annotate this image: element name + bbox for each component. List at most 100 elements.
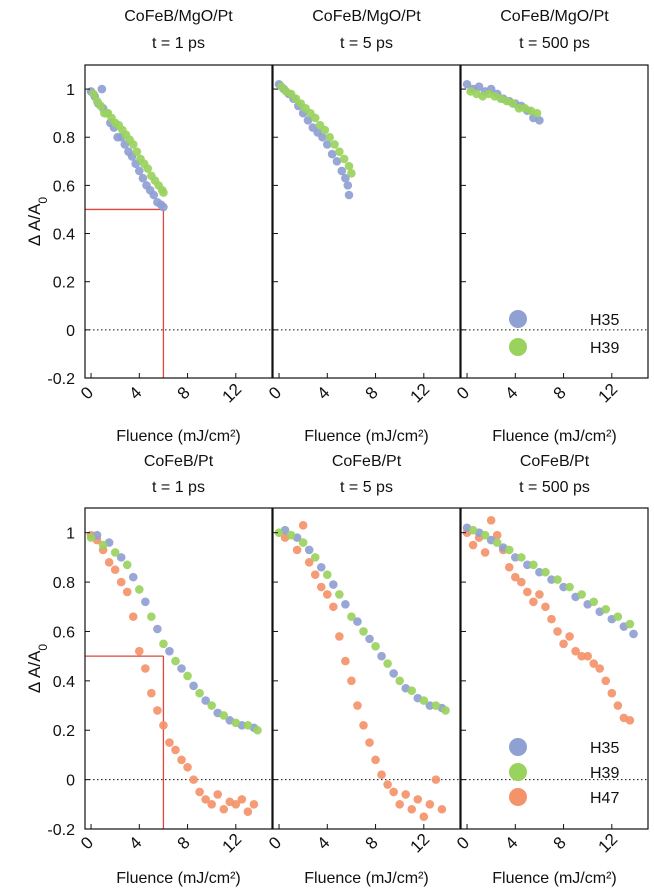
- legend-label-h47: H47: [590, 790, 619, 807]
- data-point-h47: [486, 516, 496, 525]
- data-point-h39: [419, 696, 429, 705]
- x-tick-label: 12: [407, 380, 434, 407]
- data-point-h39: [344, 161, 354, 171]
- data-point-h35: [322, 140, 332, 149]
- x-tick-label: 8: [362, 383, 382, 403]
- data-point-h47: [310, 570, 320, 579]
- data-point-h47: [104, 558, 114, 567]
- data-point-h47: [601, 676, 611, 686]
- data-point-h39: [395, 676, 404, 686]
- data-point-h47: [395, 800, 404, 809]
- legend-marker-h39: [509, 763, 527, 781]
- legend-marker-h35: [509, 738, 527, 756]
- panel-0-1: CoFeB/MgO/Pt t = 5 ps 0 4 8 12 Fluence (mJ/cm²…: [265, 8, 461, 445]
- panel-subtitle: t = 500 ps: [519, 35, 590, 52]
- data-point-h39: [86, 533, 96, 542]
- data-point-h39: [98, 540, 108, 550]
- data-point-h47: [116, 577, 126, 587]
- data-point-h47: [559, 639, 568, 649]
- x-tick-label: 4: [125, 833, 145, 853]
- data-point-h39: [371, 641, 380, 651]
- data-point-h35: [201, 696, 210, 705]
- data-point-h47: [504, 562, 514, 572]
- data-point-h39: [339, 154, 349, 164]
- y-tick-label: 0.4: [53, 227, 75, 244]
- x-tick-label: 12: [595, 830, 622, 857]
- y-axis-label-main: Δ A/A: [25, 203, 44, 246]
- data-point-h47: [425, 800, 435, 809]
- data-point-h39: [601, 604, 611, 614]
- x-tick-label: 4: [125, 383, 145, 403]
- data-point-h47: [122, 587, 132, 597]
- data-point-h35: [332, 157, 342, 166]
- data-point-h47: [437, 804, 447, 814]
- data-point-h47: [153, 706, 162, 715]
- data-point-h39: [441, 706, 450, 715]
- data-point-h39: [219, 711, 229, 720]
- x-tick-label: 0: [453, 383, 473, 403]
- y-tick-label: 1: [66, 82, 75, 99]
- data-point-h47: [401, 790, 411, 799]
- data-point-h35: [474, 82, 484, 91]
- x-tick-label: 4: [501, 383, 521, 403]
- y-tick-label: 0.8: [53, 575, 75, 592]
- data-point-h35: [97, 84, 107, 94]
- panel-title: CoFeB/MgO/Pt: [312, 8, 421, 25]
- data-point-h39: [110, 548, 120, 557]
- data-point-h47: [468, 540, 478, 550]
- y-tick-label: 1: [66, 526, 75, 543]
- data-point-h47: [371, 755, 380, 765]
- data-point-h47: [529, 597, 538, 607]
- data-point-h35: [559, 582, 568, 592]
- data-point-h47: [147, 688, 156, 698]
- x-tick-label: 4: [501, 833, 521, 853]
- data-point-h39: [159, 188, 168, 197]
- plot-frame: [272, 64, 461, 379]
- data-point-h39: [577, 590, 586, 599]
- panel-title: CoFeB/Pt: [144, 453, 214, 470]
- data-point-h47: [141, 664, 150, 673]
- data-point-h47: [128, 612, 138, 621]
- data-point-h35: [138, 173, 148, 183]
- panel-1-2: CoFeB/Pt t = 500 ps 0 4 8 12 Fluence (mJ/cm²): [453, 453, 649, 887]
- data-point-h47: [565, 632, 574, 641]
- x-tick-label: 8: [362, 833, 382, 853]
- data-point-h47: [365, 738, 374, 747]
- data-point-h47: [353, 701, 362, 710]
- data-point-h47: [480, 548, 490, 557]
- plot-frame: [460, 64, 649, 379]
- data-point-h39: [286, 530, 296, 540]
- data-point-h47: [607, 688, 617, 698]
- x-tick-label: 8: [174, 833, 194, 853]
- data-point-h39: [553, 575, 562, 584]
- data-point-h47: [177, 755, 186, 765]
- data-point-h35: [462, 79, 472, 89]
- legend-label-h35: H35: [590, 740, 619, 757]
- data-point-h35: [389, 669, 398, 678]
- panel-1-0: CoFeB/Pt t = 1 ps 0 4 8 12 Fluence (mJ/cm²): [77, 453, 273, 887]
- data-point-h47: [292, 545, 302, 555]
- data-point-h47: [577, 651, 586, 661]
- x-tick-label: 8: [550, 383, 570, 403]
- data-point-h47: [419, 812, 429, 821]
- y-axis-label: Δ A/A0: [25, 197, 50, 247]
- x-tick-label: 8: [550, 833, 570, 853]
- data-point-h47: [195, 787, 204, 797]
- panel-title: CoFeB/MgO/Pt: [500, 8, 609, 25]
- x-tick-label: 0: [453, 833, 473, 853]
- data-point-h47: [171, 745, 180, 755]
- data-point-h39: [532, 108, 542, 118]
- y-tick-label: 0.2: [53, 723, 75, 740]
- data-point-h47: [589, 659, 599, 668]
- data-point-h39: [253, 725, 262, 735]
- data-point-h39: [320, 125, 330, 135]
- data-point-h47: [322, 590, 332, 599]
- data-point-h35: [165, 646, 174, 656]
- legend-marker-h35: [509, 310, 527, 328]
- panel-title: CoFeB/Pt: [520, 453, 590, 470]
- data-point-h47: [510, 572, 520, 582]
- panel-subtitle: t = 1 ps: [152, 35, 205, 52]
